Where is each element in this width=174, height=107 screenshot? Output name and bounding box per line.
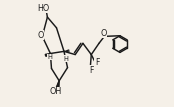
Text: H: H <box>63 56 68 62</box>
Text: OH: OH <box>50 87 62 96</box>
Text: H: H <box>47 54 52 60</box>
Text: O: O <box>101 29 107 38</box>
Polygon shape <box>45 54 50 56</box>
Text: O: O <box>37 31 44 40</box>
Text: HO: HO <box>38 4 50 13</box>
Text: F: F <box>95 58 99 67</box>
Text: F: F <box>89 66 94 75</box>
Polygon shape <box>57 81 59 88</box>
